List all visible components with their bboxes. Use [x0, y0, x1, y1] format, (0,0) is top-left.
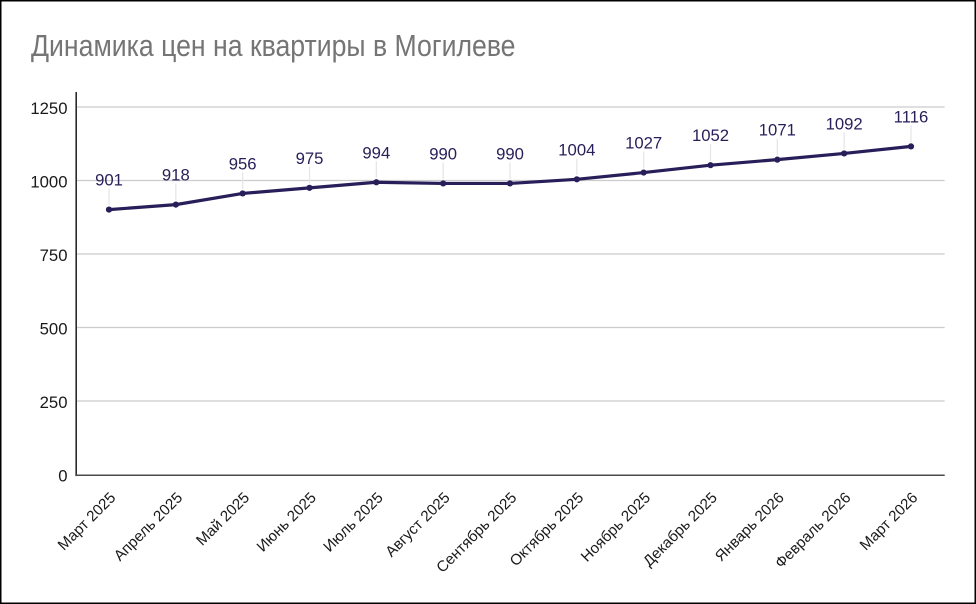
svg-text:1092: 1092: [826, 114, 863, 133]
svg-text:901: 901: [95, 171, 123, 190]
svg-text:990: 990: [496, 144, 524, 163]
svg-text:1027: 1027: [625, 134, 662, 153]
svg-text:0: 0: [58, 467, 67, 486]
svg-text:500: 500: [40, 320, 68, 339]
svg-text:1116: 1116: [894, 107, 929, 126]
svg-text:956: 956: [229, 154, 257, 173]
svg-text:750: 750: [40, 246, 68, 265]
svg-text:1000: 1000: [30, 173, 67, 192]
svg-text:Динамика цен на квартиры в Мог: Динамика цен на квартиры в Могилеве: [31, 28, 516, 63]
svg-text:994: 994: [362, 143, 390, 162]
svg-text:1250: 1250: [30, 99, 67, 118]
svg-text:990: 990: [429, 144, 457, 163]
svg-text:975: 975: [296, 149, 324, 168]
svg-text:250: 250: [40, 393, 68, 412]
svg-text:1004: 1004: [558, 140, 595, 159]
svg-text:918: 918: [162, 166, 190, 185]
svg-text:1052: 1052: [692, 126, 729, 145]
svg-text:1071: 1071: [759, 121, 796, 140]
